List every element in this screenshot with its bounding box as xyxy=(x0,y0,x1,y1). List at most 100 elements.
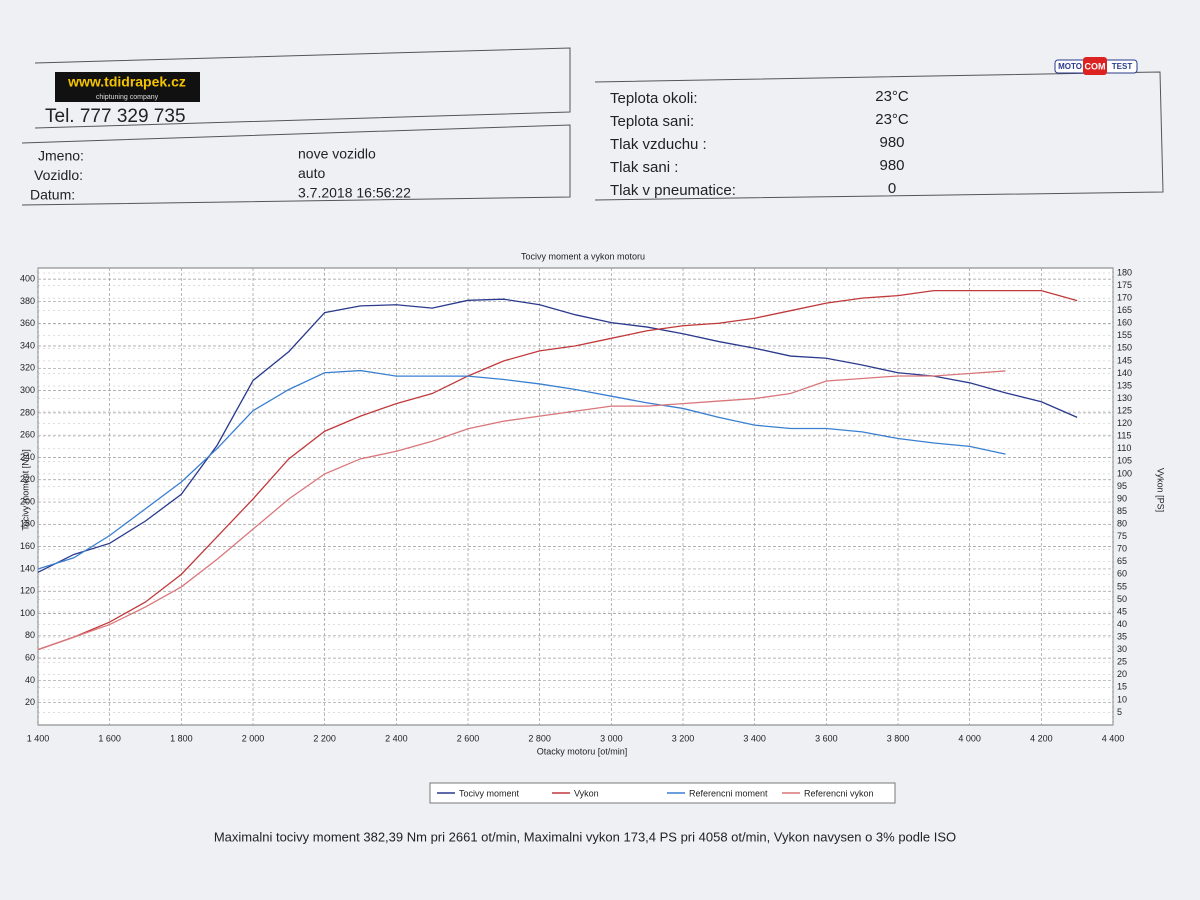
field-label: Vozidlo: xyxy=(34,167,83,183)
y2-tick-label: 40 xyxy=(1117,619,1127,629)
legend-label: Tocivy moment xyxy=(459,788,520,798)
brand-logo: MOTO COM TEST xyxy=(1054,57,1138,75)
y-tick-label: 20 xyxy=(25,697,35,707)
y2-tick-label: 60 xyxy=(1117,569,1127,579)
y2-tick-label: 120 xyxy=(1117,418,1132,428)
condition-value: 23°C xyxy=(875,111,909,128)
y-tick-label: 80 xyxy=(25,630,35,640)
field-value: nove vozidlo xyxy=(298,146,376,162)
legend-label: Vykon xyxy=(574,788,599,798)
y2-tick-label: 175 xyxy=(1117,280,1132,290)
condition-label: Tlak vzduchu : xyxy=(610,136,707,153)
y2-tick-label: 65 xyxy=(1117,556,1127,566)
y2-tick-label: 75 xyxy=(1117,531,1127,541)
y-tick-label: 40 xyxy=(25,675,35,685)
condition-value: 980 xyxy=(879,134,904,151)
field-label: Jmeno: xyxy=(38,148,84,164)
y2-tick-label: 105 xyxy=(1117,456,1132,466)
condition-value: 980 xyxy=(879,157,904,174)
condition-label: Tlak v pneumatice: xyxy=(610,182,736,199)
field-value: 3.7.2018 16:56:22 xyxy=(298,185,411,201)
y2-tick-label: 15 xyxy=(1117,682,1127,692)
y2-tick-label: 80 xyxy=(1117,518,1127,528)
y-tick-label: 260 xyxy=(20,430,35,440)
y-tick-label: 60 xyxy=(25,652,35,662)
y2-tick-label: 45 xyxy=(1117,606,1127,616)
x-tick-label: 2 600 xyxy=(457,733,480,743)
series-line xyxy=(37,370,1006,651)
y-tick-label: 200 xyxy=(20,496,35,506)
condition-label: Teplota okoli: xyxy=(610,90,698,107)
y2-tick-label: 50 xyxy=(1117,594,1127,604)
x-tick-label: 3 400 xyxy=(743,733,766,743)
y2-tick-label: 100 xyxy=(1117,468,1132,478)
logo-text: www.tdidrapek.cz xyxy=(67,74,186,90)
y-tick-label: 300 xyxy=(20,385,35,395)
y-tick-label: 140 xyxy=(20,563,35,573)
x-tick-label: 3 000 xyxy=(600,733,623,743)
y2-tick-label: 110 xyxy=(1117,443,1131,453)
y2-tick-label: 35 xyxy=(1117,631,1127,641)
y2-tick-label: 180 xyxy=(1117,267,1132,277)
x-tick-label: 3 200 xyxy=(672,733,695,743)
y-tick-label: 220 xyxy=(20,474,35,484)
x-tick-label: 3 600 xyxy=(815,733,838,743)
y2-tick-label: 5 xyxy=(1117,707,1122,717)
brand-part: MOTO xyxy=(1058,62,1082,71)
y2-tick-label: 55 xyxy=(1117,581,1127,591)
y2-tick-label: 170 xyxy=(1117,293,1132,303)
plot-area xyxy=(37,267,1114,726)
y2-axis-label: Vykon [PS] xyxy=(1156,468,1166,512)
y2-tick-label: 145 xyxy=(1117,355,1132,365)
footer: Maximalni tocivy moment 382,39 Nm pri 26… xyxy=(214,829,956,844)
x-tick-label: 4 000 xyxy=(958,733,981,743)
y2-tick-label: 160 xyxy=(1117,318,1132,328)
x-tick-label: 2 200 xyxy=(313,733,336,743)
field-label: Datum: xyxy=(30,187,75,203)
legend-label: Referencni moment xyxy=(689,788,768,798)
y2-tick-label: 85 xyxy=(1117,506,1127,516)
y-tick-label: 280 xyxy=(20,407,35,417)
y-axis-label: Tocivy moment [Nm] xyxy=(20,449,30,531)
info-box xyxy=(21,124,571,206)
y2-tick-label: 125 xyxy=(1117,406,1132,416)
y2-tick-label: 150 xyxy=(1117,343,1132,353)
y2-tick-label: 165 xyxy=(1117,305,1132,315)
y-tick-label: 240 xyxy=(20,452,35,462)
y2-tick-label: 140 xyxy=(1117,368,1132,378)
x-tick-label: 1 600 xyxy=(98,733,121,743)
condition-label: Tlak sani : xyxy=(610,159,678,176)
x-tick-label: 4 400 xyxy=(1102,733,1125,743)
brand-part: TEST xyxy=(1112,62,1133,71)
conditions-box xyxy=(594,71,1164,201)
y2-tick-label: 155 xyxy=(1117,330,1132,340)
x-tick-label: 1 800 xyxy=(170,733,193,743)
chart-title: Tocivy moment a vykon motoru xyxy=(521,251,645,261)
series-line xyxy=(37,369,1006,570)
y-tick-label: 340 xyxy=(20,340,35,350)
x-tick-label: 3 800 xyxy=(887,733,910,743)
y2-tick-label: 90 xyxy=(1117,493,1127,503)
y-tick-label: 360 xyxy=(20,318,35,328)
y-tick-label: 400 xyxy=(20,274,35,284)
y-tick-label: 320 xyxy=(20,363,35,373)
logo-bg xyxy=(55,72,200,102)
y2-tick-label: 30 xyxy=(1117,644,1127,654)
y2-tick-label: 20 xyxy=(1117,669,1127,679)
x-tick-label: 4 200 xyxy=(1030,733,1053,743)
y2-tick-label: 135 xyxy=(1117,380,1132,390)
logo-box xyxy=(34,47,571,129)
y-tick-label: 380 xyxy=(20,296,35,306)
y2-tick-label: 95 xyxy=(1117,481,1127,491)
y-tick-label: 100 xyxy=(20,608,35,618)
y2-tick-label: 10 xyxy=(1117,694,1127,704)
x-axis-label: Otacky motoru [ot/min] xyxy=(537,746,628,756)
field-value: auto xyxy=(298,165,325,181)
y-tick-label: 180 xyxy=(20,519,35,529)
y2-tick-label: 115 xyxy=(1117,431,1131,441)
logo-tagline: chiptuning company xyxy=(96,94,159,101)
y2-tick-label: 70 xyxy=(1117,544,1127,554)
y-tick-label: 160 xyxy=(20,541,35,551)
